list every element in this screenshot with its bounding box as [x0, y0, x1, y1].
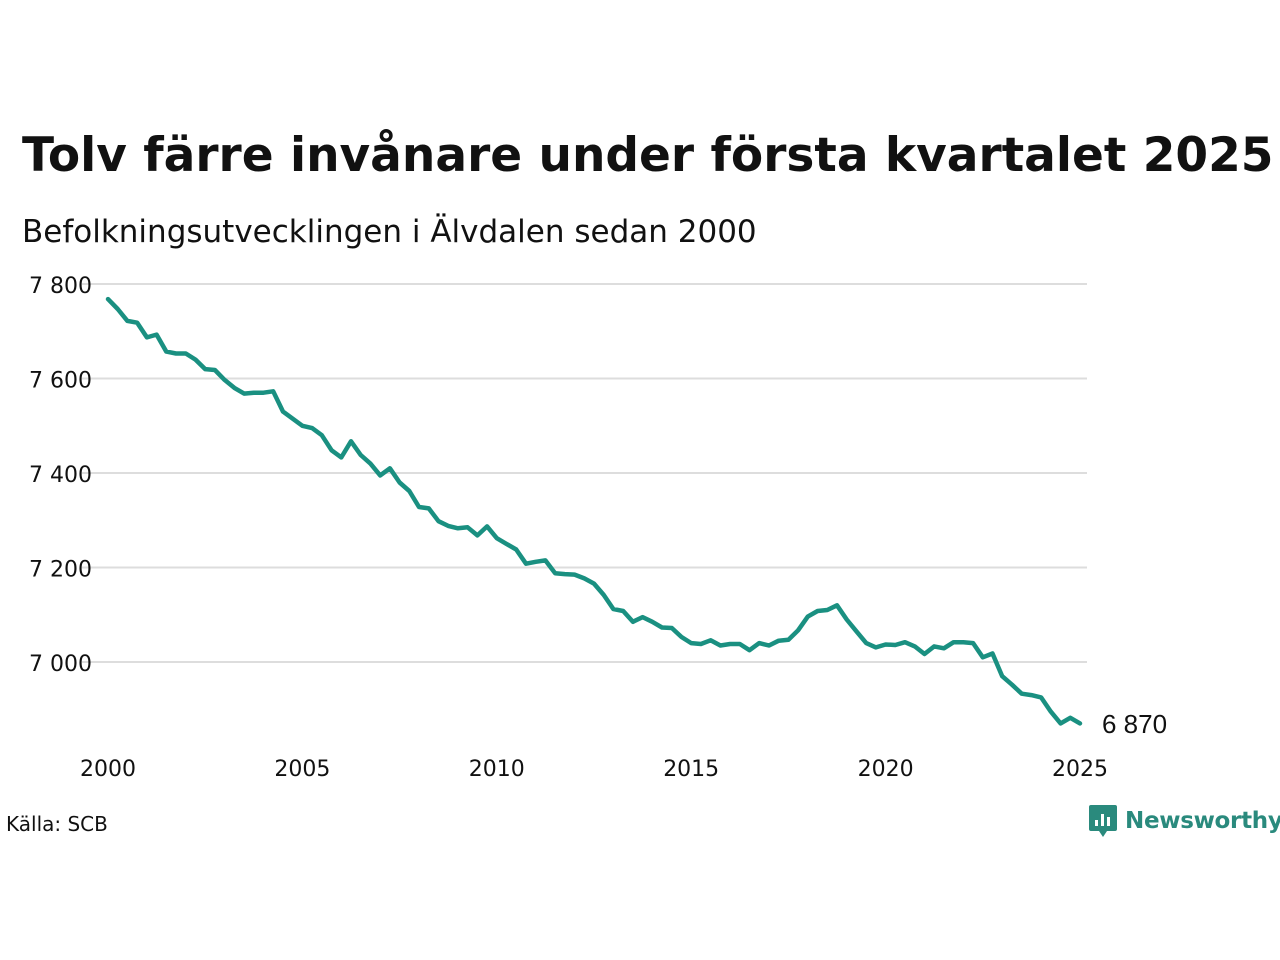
- end-value-label: 6 870: [1102, 709, 1167, 739]
- x-tick-label: 2000: [80, 757, 136, 782]
- x-axis-ticks: 2000 2005 2010 2015 2020 2025: [80, 757, 1108, 782]
- chart-title: Tolv färre invånare under första kvartal…: [22, 128, 1274, 183]
- y-tick-label: 7 400: [29, 463, 92, 488]
- x-tick-label: 2020: [858, 757, 914, 782]
- y-tick-label: 7 200: [29, 558, 92, 583]
- y-tick-label: 7 800: [29, 274, 92, 299]
- x-tick-label: 2025: [1052, 757, 1108, 782]
- series-layer: [105, 296, 1083, 726]
- x-tick-label: 2015: [663, 757, 719, 782]
- y-tick-label: 7 000: [29, 652, 92, 677]
- annotation-layer: 6 870: [1102, 709, 1167, 739]
- x-tick-label: 2005: [274, 757, 330, 782]
- brand-logo: Newsworthy: [1088, 803, 1280, 839]
- y-tick-label: 7 600: [29, 369, 92, 394]
- newsworthy-logo-icon: [1089, 805, 1117, 837]
- grid-layer: [82, 283, 1087, 663]
- population-series-line: [105, 296, 1083, 726]
- x-tick-label: 2010: [469, 757, 525, 782]
- source-note: Källa: SCB: [6, 812, 108, 836]
- y-axis-ticks: 7 000 7 200 7 400 7 600 7 800: [29, 274, 92, 677]
- chart-subtitle: Befolkningsutvecklingen i Älvdalen sedan…: [22, 214, 757, 250]
- brand-name: Newsworthy: [1125, 808, 1280, 834]
